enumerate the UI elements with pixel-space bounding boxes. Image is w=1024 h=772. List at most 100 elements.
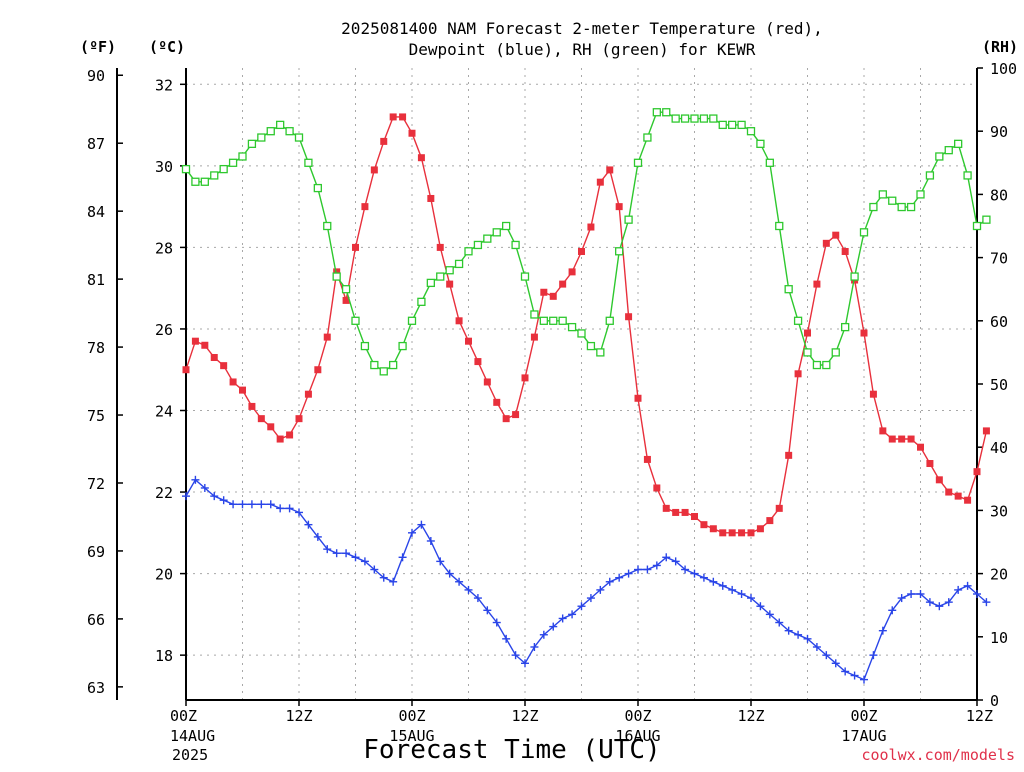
- temperature-point: [766, 517, 774, 525]
- dewpoint-point: [586, 594, 595, 603]
- dewpoint-point: [605, 577, 614, 586]
- temperature-point: [606, 166, 614, 174]
- x-date-label: 17AUG: [841, 727, 886, 745]
- rh-tick-label: 50: [990, 376, 1008, 394]
- rh-point: [624, 215, 633, 224]
- dewpoint-point: [313, 532, 322, 541]
- rh-point: [671, 114, 680, 123]
- temperature-point: [389, 113, 397, 121]
- x-tick-label: 12Z: [737, 707, 764, 725]
- dewpoint-point: [285, 504, 294, 513]
- dewpoint-point: [370, 565, 379, 574]
- dewpoint-point: [822, 651, 831, 660]
- temperature-point: [700, 521, 708, 529]
- unit-rh-label: (RH): [982, 38, 1018, 56]
- rh-point: [520, 272, 530, 281]
- rh-point: [276, 120, 285, 130]
- rh-point: [878, 190, 887, 199]
- temperature-point: [879, 427, 887, 435]
- rh-point: [605, 316, 614, 325]
- fahrenheit-tick-label: 81: [87, 271, 105, 289]
- celsius-tick-label: 26: [155, 321, 173, 339]
- rh-point: [454, 259, 464, 269]
- dewpoint-point: [652, 561, 661, 570]
- dewpoint-point: [530, 642, 539, 651]
- temperature-point: [662, 504, 670, 512]
- rh-point: [464, 247, 473, 256]
- temperature-point: [964, 496, 972, 504]
- temperature-point: [549, 292, 557, 300]
- fahrenheit-tick-label: 75: [87, 407, 105, 425]
- rh-point: [982, 215, 991, 224]
- temperature-point: [286, 431, 294, 439]
- dewpoint-point: [464, 585, 473, 594]
- rh-point: [530, 310, 539, 319]
- temperature-point: [625, 313, 633, 321]
- rh-point: [238, 152, 247, 161]
- dewpoint-point: [878, 626, 887, 635]
- rh-point: [859, 228, 869, 237]
- rh-point: [897, 202, 906, 212]
- rh-tick-label: 0: [990, 692, 999, 710]
- fahrenheit-tick-label: 66: [87, 611, 105, 629]
- dewpoint-point: [747, 594, 755, 603]
- temperature-point: [672, 508, 680, 516]
- rh-point: [304, 158, 313, 167]
- dewpoint-point: [473, 594, 482, 603]
- dewpoint-point: [304, 520, 313, 529]
- temperature-point: [709, 525, 717, 533]
- dewpoint-point: [445, 569, 454, 578]
- temperature-point: [210, 353, 218, 361]
- rh-point: [200, 177, 209, 186]
- rh-point: [728, 120, 737, 130]
- series-temperature: [182, 113, 990, 537]
- dewpoint-point: [398, 553, 407, 562]
- temperature-point: [380, 137, 388, 145]
- dewpoint-point: [558, 614, 567, 623]
- rh-point: [690, 114, 699, 123]
- dewpoint-point: [850, 671, 859, 680]
- rh-point: [888, 196, 897, 205]
- fahrenheit-tick-label: 69: [87, 543, 105, 561]
- dewpoint-point: [907, 589, 916, 598]
- dewpoint-point: [426, 536, 435, 545]
- temperature-point: [973, 468, 981, 476]
- dewpoint-point: [662, 553, 671, 562]
- temperature-point: [945, 488, 953, 496]
- temperature-point: [493, 398, 501, 406]
- dewpoint-point: [634, 565, 642, 574]
- rh-tick-label: 40: [990, 439, 1008, 457]
- dewpoint-point: [925, 598, 934, 607]
- temperature-point: [643, 455, 651, 463]
- dewpoint-point: [737, 589, 746, 598]
- rh-point: [502, 221, 511, 231]
- temperature-point: [361, 203, 369, 211]
- temperature-point: [352, 243, 359, 251]
- rh-point: [436, 272, 445, 281]
- temperature-point: [587, 223, 595, 231]
- temperature-point: [333, 268, 341, 276]
- celsius-tick-label: 22: [155, 484, 173, 502]
- rh-point: [332, 272, 341, 281]
- rh-point: [417, 297, 426, 306]
- rh-tick-label: 80: [990, 186, 1008, 204]
- dewpoint-point: [615, 573, 624, 582]
- rh-point: [633, 158, 643, 167]
- temperature-point: [578, 247, 585, 255]
- series-layer: [181, 108, 991, 684]
- rh-point: [370, 360, 379, 370]
- temperature-point: [248, 402, 256, 410]
- dewpoint-point: [577, 602, 586, 611]
- x-tick-label: 00Z: [398, 707, 425, 725]
- rh-point: [219, 164, 228, 174]
- dewpoint-point: [568, 610, 577, 619]
- dewpoint-point: [916, 589, 925, 598]
- temperature-point: [926, 460, 934, 468]
- x-tick-label: 00Z: [170, 707, 197, 725]
- temperature-point: [182, 366, 190, 374]
- rh-point: [577, 329, 586, 338]
- dewpoint-point: [332, 549, 341, 558]
- celsius-tick-label: 30: [155, 158, 173, 176]
